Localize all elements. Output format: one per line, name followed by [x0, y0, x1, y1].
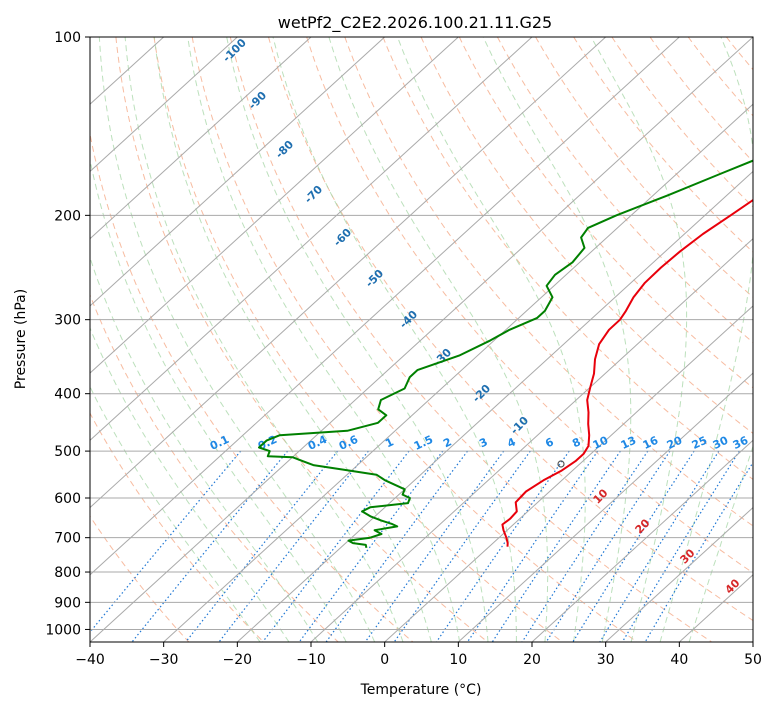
y-axis-label: Pressure (hPa): [13, 289, 29, 389]
mixing-ratio-line: [435, 450, 570, 642]
moist-adiabat-line: [90, 255, 319, 642]
dry-adiabat-line: [90, 515, 190, 642]
dry-adiabat-line: [573, 37, 753, 253]
dewpoint-profile-line: [258, 159, 753, 549]
moist-adiabat-line: [659, 37, 753, 642]
dry-adiabat-line: [191, 37, 638, 642]
moist-adiabat-line: [124, 37, 404, 642]
moist-adiabat-line: [90, 385, 261, 642]
y-tick-label: 1000: [45, 622, 81, 638]
y-tick-label: 300: [54, 313, 81, 329]
x-tick-label: 30: [597, 652, 615, 668]
mixing-ratio-line: [90, 450, 242, 633]
moist-adiabat-line: [90, 326, 290, 642]
isotherm-line: [605, 506, 753, 642]
y-tick-label: 400: [54, 387, 81, 403]
mixing-ratio-line: [325, 450, 468, 642]
mixing-ratio-line: [218, 450, 369, 642]
mixing-ratio-label: 13: [619, 434, 638, 452]
isotherm-line: [90, 37, 238, 173]
dry-adiabat-line: [90, 131, 414, 642]
y-axis-ticks: 100 200 300 400 500 600 700 800 900 1000: [45, 30, 90, 638]
isotherm-line: [90, 37, 533, 442]
dry-adiabat-line: [115, 37, 488, 642]
x-tick-label: 20: [523, 652, 541, 668]
moist-adiabat-line: [397, 37, 586, 642]
isotherm-line: [457, 372, 753, 642]
isotherm-line: [752, 641, 753, 642]
x-tick-label: 50: [744, 652, 762, 668]
mixing-ratio-label: 16: [641, 434, 661, 452]
dry-adiabat-line: [306, 37, 753, 574]
dry-adiabat-line: [90, 412, 264, 642]
dry-adiabat-line: [765, 37, 775, 642]
isotherm-line: [531, 439, 753, 642]
dry-adiabat-line: [420, 37, 753, 435]
dry-adiabat-line: [268, 37, 753, 622]
y-tick-label: 500: [54, 444, 81, 460]
x-tick-label: −20: [223, 652, 253, 668]
moist-adiabat-line: [98, 37, 376, 642]
mixing-ratio-label: 25: [690, 434, 709, 452]
moist-adiabat-line: [90, 157, 347, 642]
mixing-ratio-label: 20: [665, 434, 685, 452]
chart-title: wetPf2_C2E2.2026.100.21.11.G25: [278, 13, 552, 33]
x-axis-label: Temperature (°C): [360, 682, 482, 698]
y-tick-label: 200: [54, 208, 81, 224]
x-tick-label: −40: [75, 652, 105, 668]
x-tick-label: −30: [149, 652, 179, 668]
plot-area: -100-90-80-70-60-50-40-30-20-10102030400…: [90, 37, 775, 642]
isotherm-line: [163, 103, 753, 642]
x-tick-label: −10: [296, 652, 326, 668]
y-tick-label: 100: [54, 30, 81, 46]
x-tick-label: 40: [670, 652, 688, 668]
plot-frame: [89, 36, 754, 643]
y-tick-label: 600: [54, 491, 81, 507]
mixing-ratio-line: [599, 450, 720, 642]
moist-adiabat-line: [153, 37, 432, 642]
mixing-ratio-line: [393, 450, 531, 642]
x-axis-ticks: −40 −30 −20 −10 0 10 20 30 40 50: [75, 642, 762, 668]
mixing-ratio-label: 30: [711, 434, 731, 452]
dry-adiabat-line: [535, 37, 753, 298]
mixing-ratio-label: 10: [591, 434, 611, 452]
y-tick-label: 900: [54, 595, 81, 611]
temperature-profile-line: [501, 198, 753, 547]
moist-adiabat-line: [187, 37, 461, 642]
dry-adiabat-line: [344, 37, 753, 527]
y-tick-label: 700: [54, 531, 81, 547]
x-tick-label: 10: [449, 652, 467, 668]
isotherm-line: [90, 37, 386, 307]
moist-adiabat-line: [482, 37, 632, 642]
isotherm-line: [384, 305, 753, 642]
dry-adiabat-line: [229, 37, 712, 642]
y-tick-label: 800: [54, 565, 81, 581]
dry-adiabat-line: [382, 37, 753, 481]
mixing-ratio-line: [185, 450, 339, 642]
isotherm-line: [90, 37, 753, 642]
isotherm-line: [90, 37, 312, 240]
mixing-ratio-line: [621, 450, 740, 642]
moist-adiabat-line: [272, 37, 517, 642]
x-tick-label: 0: [380, 652, 389, 668]
dry-adiabat-line: [153, 37, 563, 642]
mixing-ratio-line: [466, 450, 599, 642]
mixing-ratio-line: [298, 450, 444, 642]
isotherm-line: [90, 37, 607, 509]
lcl-marker: [557, 460, 565, 468]
mixing-ratio-line: [521, 450, 649, 642]
moist-adiabat-line: [590, 37, 688, 642]
isotherm-line: [90, 37, 459, 374]
moist-adiabat-line: [226, 37, 489, 642]
isotherm-line: [310, 237, 753, 642]
isotherm-line: [90, 37, 680, 576]
dry-adiabat-line: [90, 293, 339, 642]
mixing-ratio-label: 36: [731, 434, 751, 452]
